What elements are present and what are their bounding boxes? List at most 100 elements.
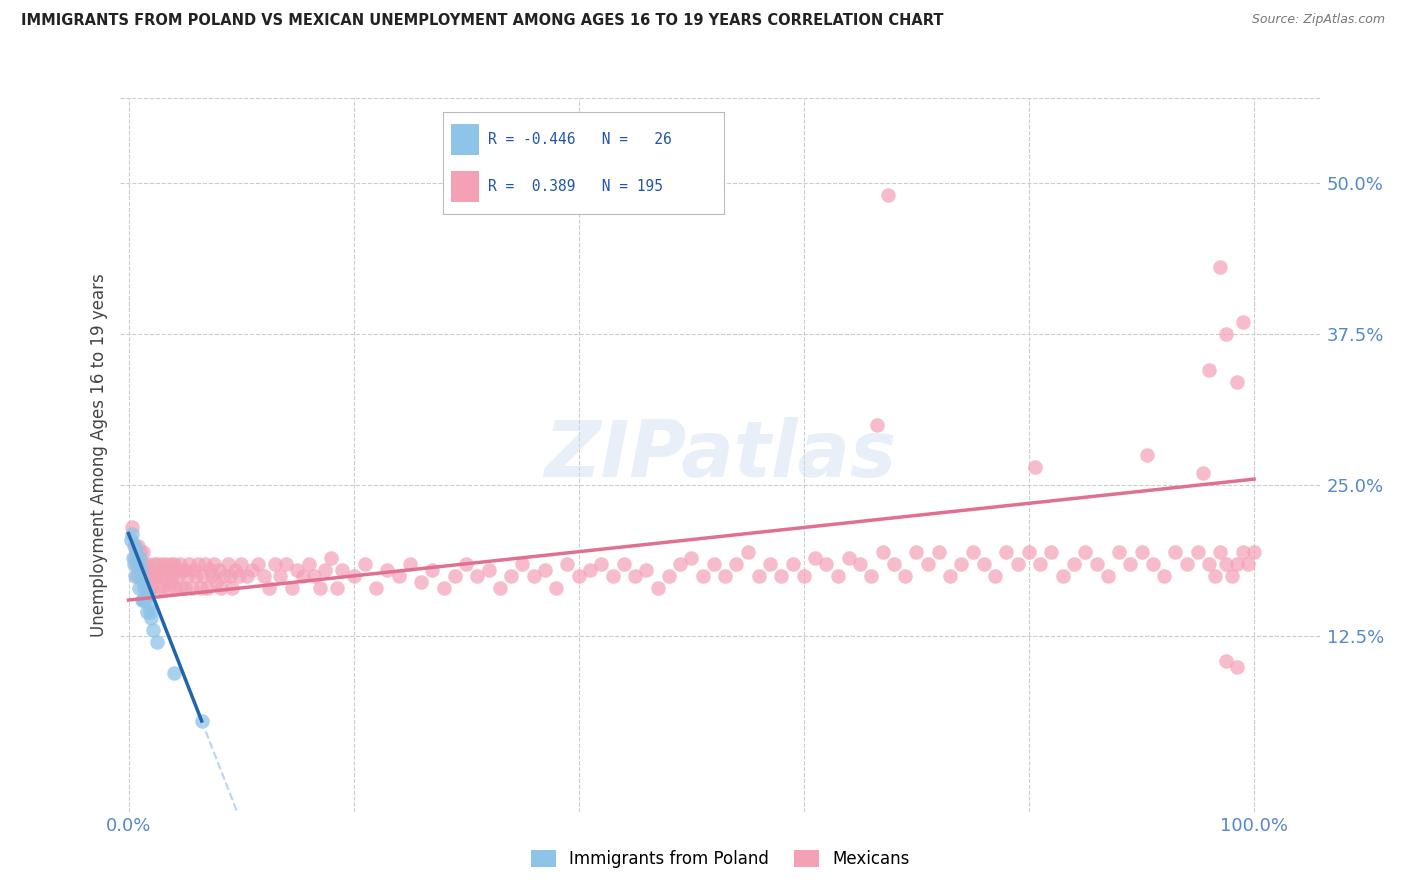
Point bbox=[127, 539, 149, 553]
Point bbox=[478, 563, 501, 577]
Point bbox=[224, 563, 246, 577]
Point bbox=[866, 417, 889, 432]
FancyBboxPatch shape bbox=[451, 171, 479, 202]
Point bbox=[124, 550, 146, 565]
Point bbox=[131, 593, 153, 607]
Point bbox=[228, 569, 250, 583]
Point bbox=[1119, 557, 1142, 571]
Point bbox=[326, 581, 349, 595]
Point bbox=[155, 557, 177, 571]
Point bbox=[1232, 544, 1254, 558]
Point bbox=[658, 569, 681, 583]
Point bbox=[905, 544, 928, 558]
Point bbox=[170, 581, 193, 595]
Text: IMMIGRANTS FROM POLAND VS MEXICAN UNEMPLOYMENT AMONG AGES 16 TO 19 YEARS CORRELA: IMMIGRANTS FROM POLAND VS MEXICAN UNEMPL… bbox=[21, 13, 943, 29]
Point bbox=[235, 569, 257, 583]
Point bbox=[139, 611, 162, 625]
Point bbox=[1209, 544, 1232, 558]
Point bbox=[263, 557, 285, 571]
Point bbox=[343, 569, 366, 583]
Point bbox=[131, 569, 153, 583]
Point bbox=[1074, 544, 1097, 558]
Point bbox=[195, 581, 218, 595]
Point bbox=[128, 569, 150, 583]
Point bbox=[838, 550, 860, 565]
Point bbox=[139, 563, 162, 577]
Point bbox=[1153, 569, 1175, 583]
Point bbox=[229, 557, 252, 571]
Point bbox=[145, 569, 167, 583]
Point bbox=[176, 569, 198, 583]
Point bbox=[297, 557, 319, 571]
Point bbox=[121, 526, 143, 541]
Text: Source: ZipAtlas.com: Source: ZipAtlas.com bbox=[1251, 13, 1385, 27]
Point bbox=[159, 574, 181, 589]
Point bbox=[973, 557, 995, 571]
Point bbox=[145, 635, 167, 649]
Point bbox=[636, 563, 658, 577]
Point bbox=[883, 557, 905, 571]
Point bbox=[321, 550, 343, 565]
Point bbox=[1052, 569, 1074, 583]
Point bbox=[145, 557, 167, 571]
Point bbox=[190, 581, 212, 595]
Point bbox=[1175, 557, 1198, 571]
Text: R = -0.446   N =   26: R = -0.446 N = 26 bbox=[488, 132, 672, 146]
Point bbox=[1215, 326, 1237, 341]
Point bbox=[1220, 569, 1243, 583]
Point bbox=[366, 581, 388, 595]
Point bbox=[146, 581, 169, 595]
Point bbox=[354, 557, 377, 571]
Point bbox=[139, 581, 162, 595]
Point bbox=[928, 544, 950, 558]
Point bbox=[127, 557, 149, 571]
Point bbox=[1226, 557, 1249, 571]
Point bbox=[134, 569, 156, 583]
Point bbox=[388, 569, 411, 583]
Point bbox=[1136, 448, 1159, 462]
Point bbox=[1198, 557, 1220, 571]
Point bbox=[285, 563, 308, 577]
Point bbox=[309, 581, 332, 595]
Point bbox=[1215, 557, 1237, 571]
Point bbox=[591, 557, 613, 571]
Point bbox=[1040, 544, 1063, 558]
Point bbox=[714, 569, 737, 583]
Point bbox=[198, 563, 221, 577]
Point bbox=[725, 557, 748, 571]
Point bbox=[939, 569, 962, 583]
Point bbox=[134, 593, 156, 607]
Point bbox=[162, 569, 184, 583]
Point bbox=[167, 569, 190, 583]
Point bbox=[860, 569, 883, 583]
Point bbox=[501, 569, 523, 583]
Point bbox=[1226, 376, 1249, 390]
Point bbox=[162, 557, 184, 571]
Point bbox=[917, 557, 939, 571]
Point bbox=[1029, 557, 1052, 571]
Point bbox=[194, 557, 217, 571]
Point bbox=[433, 581, 456, 595]
Point bbox=[894, 569, 917, 583]
Point bbox=[201, 569, 224, 583]
Point bbox=[1243, 544, 1265, 558]
Point bbox=[1024, 460, 1046, 475]
Point bbox=[1187, 544, 1209, 558]
Point bbox=[205, 574, 228, 589]
Point bbox=[129, 557, 152, 571]
Point bbox=[134, 581, 156, 595]
Point bbox=[1130, 544, 1153, 558]
Point bbox=[156, 581, 179, 595]
Point bbox=[280, 581, 302, 595]
Point bbox=[128, 581, 150, 595]
Point bbox=[950, 557, 973, 571]
Point bbox=[128, 550, 150, 565]
Point bbox=[1108, 544, 1130, 558]
Point bbox=[1097, 569, 1119, 583]
Point bbox=[399, 557, 422, 571]
Point bbox=[613, 557, 636, 571]
Point bbox=[849, 557, 872, 571]
Point bbox=[872, 544, 894, 558]
Point bbox=[132, 574, 155, 589]
Point bbox=[179, 557, 201, 571]
